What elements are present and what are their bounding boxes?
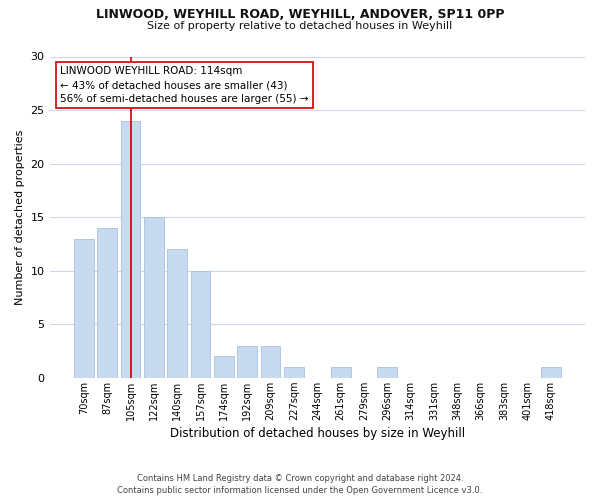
- Text: LINWOOD, WEYHILL ROAD, WEYHILL, ANDOVER, SP11 0PP: LINWOOD, WEYHILL ROAD, WEYHILL, ANDOVER,…: [96, 8, 504, 20]
- Bar: [191, 270, 211, 378]
- Bar: [260, 346, 280, 378]
- Bar: [284, 367, 304, 378]
- Text: Contains HM Land Registry data © Crown copyright and database right 2024.
Contai: Contains HM Land Registry data © Crown c…: [118, 474, 482, 495]
- Y-axis label: Number of detached properties: Number of detached properties: [15, 130, 25, 305]
- Text: LINWOOD WEYHILL ROAD: 114sqm
← 43% of detached houses are smaller (43)
56% of se: LINWOOD WEYHILL ROAD: 114sqm ← 43% of de…: [60, 66, 309, 104]
- Bar: [214, 356, 234, 378]
- Bar: [144, 217, 164, 378]
- Bar: [377, 367, 397, 378]
- Bar: [97, 228, 117, 378]
- Bar: [167, 250, 187, 378]
- Bar: [121, 121, 140, 378]
- Bar: [541, 367, 560, 378]
- Text: Size of property relative to detached houses in Weyhill: Size of property relative to detached ho…: [148, 21, 452, 31]
- Bar: [74, 238, 94, 378]
- Bar: [331, 367, 350, 378]
- X-axis label: Distribution of detached houses by size in Weyhill: Distribution of detached houses by size …: [170, 427, 465, 440]
- Bar: [238, 346, 257, 378]
